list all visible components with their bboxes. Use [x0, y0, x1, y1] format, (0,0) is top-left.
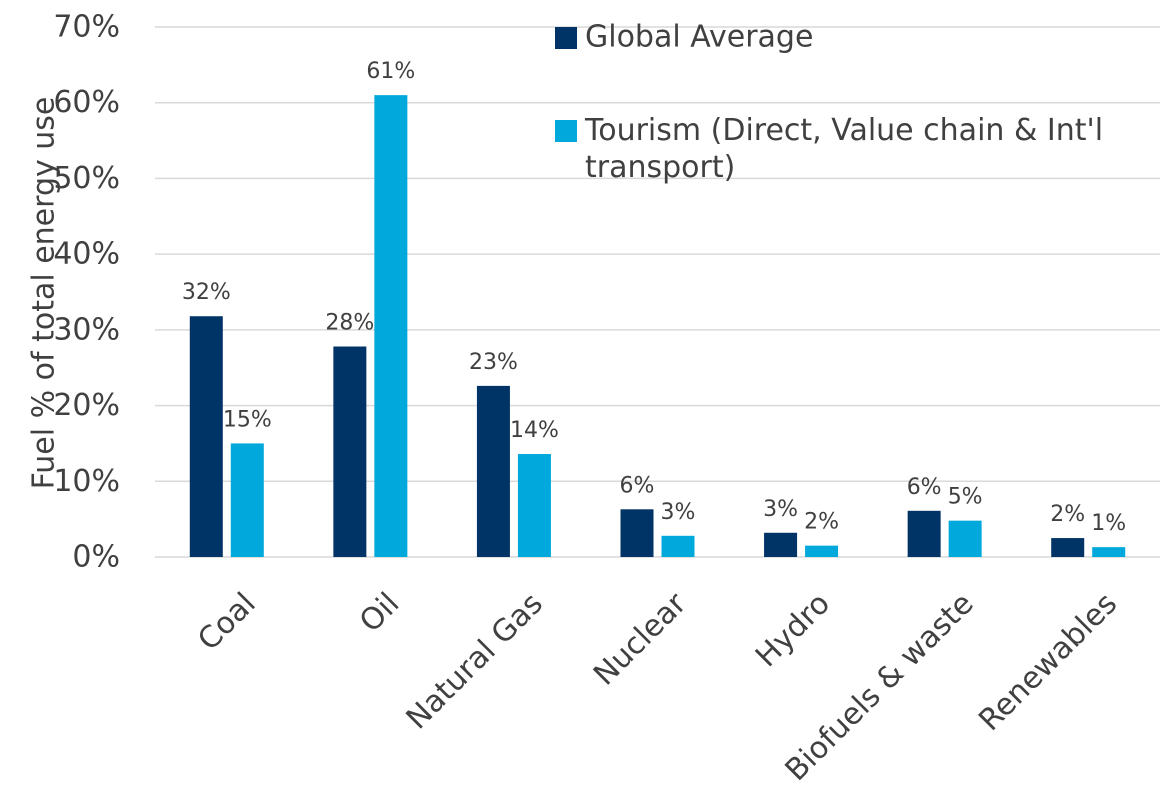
bar-tourism-oil [374, 95, 408, 558]
data-label: 2% [804, 510, 839, 535]
bar-global-average-natural-gas [476, 385, 510, 557]
y-axis-title: Fuel % of total energy use [27, 97, 62, 490]
gridlines [155, 26, 1160, 558]
data-label: 23% [469, 350, 518, 375]
bar-tourism-nuclear [661, 535, 695, 557]
data-label: 3% [661, 500, 696, 525]
legend: Global Average Tourism (Direct, Value cha… [555, 20, 1103, 185]
x-tick-label: Hydro [749, 586, 837, 674]
x-tick-label: Renewables [972, 586, 1124, 738]
x-tick-label: Coal [191, 586, 262, 657]
legend-label: Global Average [585, 20, 813, 55]
y-tick-label: 0% [72, 540, 120, 575]
data-label: 6% [620, 473, 655, 498]
data-label: 6% [907, 475, 942, 500]
bar-global-average-oil [333, 346, 367, 557]
data-label: 14% [510, 418, 559, 443]
y-tick-label: 70% [53, 10, 120, 45]
bar-tourism-natural-gas [517, 454, 551, 557]
bar-global-average-nuclear [620, 509, 654, 557]
y-tick-label: 30% [53, 312, 120, 347]
data-label: 15% [223, 407, 272, 432]
bar-global-average-coal [189, 316, 223, 557]
y-tick-label: 60% [53, 85, 120, 120]
y-tick-label: 10% [53, 464, 120, 499]
y-tick-label: 40% [53, 237, 120, 272]
bar-tourism-coal [230, 443, 264, 557]
legend-swatch [555, 120, 577, 142]
y-axis-ticks: 0% 10% 20% 30% 40% 50% 60% 70% [53, 10, 120, 575]
bar-global-average-biofuels-waste [907, 510, 941, 557]
data-label: 32% [182, 280, 231, 305]
bar-global-average-hydro [764, 532, 798, 557]
bar-tourism-hydro [805, 545, 839, 557]
legend-swatch [555, 27, 577, 49]
data-label: 3% [763, 497, 798, 522]
data-label: 61% [366, 59, 415, 84]
legend-label: Tourism (Direct, Value chain & Int'l tran… [584, 113, 1103, 185]
y-tick-label: 20% [53, 388, 120, 423]
bars [189, 95, 1126, 558]
x-tick-label: Nuclear [587, 586, 694, 693]
bar-tourism-renewables [1092, 547, 1126, 557]
data-label: 28% [325, 311, 374, 336]
data-label: 1% [1091, 511, 1126, 536]
bar-global-average-renewables [1051, 538, 1085, 557]
x-tick-label: Natural Gas [400, 586, 550, 736]
x-tick-label: Oil [353, 586, 406, 639]
y-tick-label: 50% [53, 161, 120, 196]
bar-tourism-biofuels-waste [948, 520, 982, 557]
data-labels: 32%15%28%61%23%14%6%3% 3%2%6% 5%2% 1% [182, 59, 1126, 536]
data-label: 5% [948, 485, 983, 510]
data-label: 2% [1050, 502, 1085, 527]
